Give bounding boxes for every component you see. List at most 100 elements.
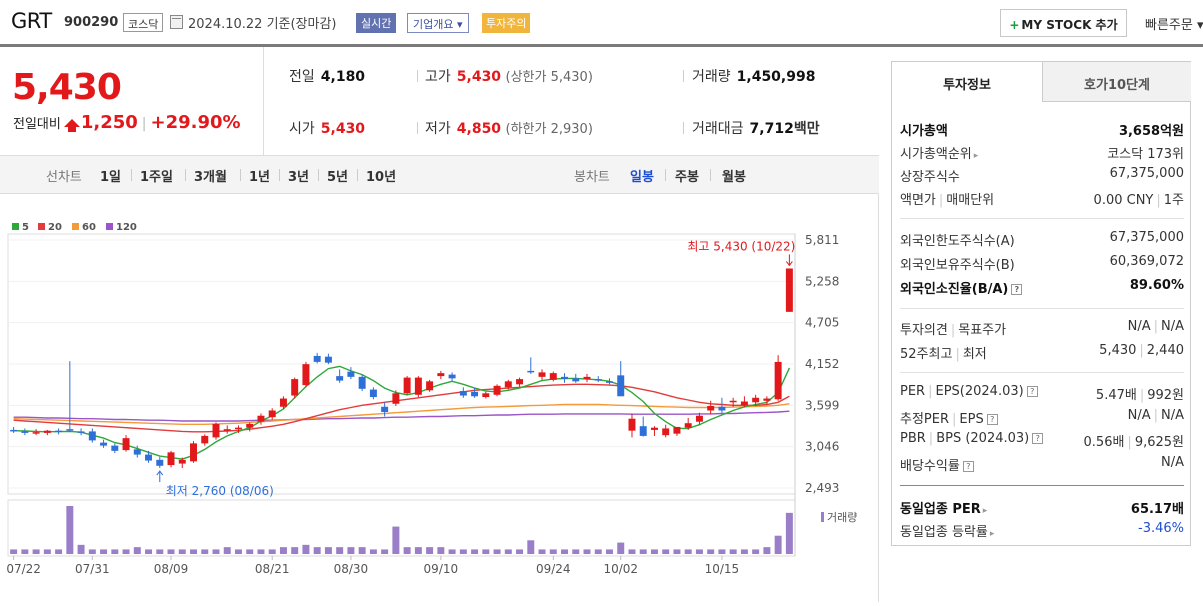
volume-bar xyxy=(21,549,29,554)
row-sector-per[interactable]: 동일업종 PER ▸ 65.17배 xyxy=(900,498,1184,520)
price-change-label: 전일대비 xyxy=(13,117,61,132)
listed-shares-label: 상장주식수 xyxy=(900,170,960,185)
tab-1week[interactable]: 1주일 xyxy=(140,170,173,185)
candle-body xyxy=(10,429,18,432)
help-icon[interactable]: ? xyxy=(986,414,998,425)
help-icon[interactable]: ? xyxy=(962,461,974,472)
volume-bar xyxy=(673,549,681,554)
tab-monthly-candle[interactable]: 월봉 xyxy=(722,170,746,185)
candle-body xyxy=(403,377,411,394)
volume-bar xyxy=(650,549,658,554)
candle-body xyxy=(527,370,535,373)
volume-bar xyxy=(583,549,591,554)
tab-1day[interactable]: 1일 xyxy=(100,170,122,185)
candle-body xyxy=(324,356,332,363)
row-market-cap-rank[interactable]: 시가총액순위 ▸ 코스닥 173위 xyxy=(900,143,1184,165)
volume-bar xyxy=(77,544,85,554)
volume-bar xyxy=(639,549,647,554)
header-divider xyxy=(0,44,1203,47)
volume-bar xyxy=(426,547,434,554)
tab-separator xyxy=(185,169,186,181)
row-sector-change[interactable]: 동일업종 등락률 ▸ -3.46% xyxy=(900,521,1184,543)
volume-bar xyxy=(606,549,613,554)
company-overview-button[interactable]: 기업개요 ▾ xyxy=(407,13,469,33)
candle-body xyxy=(246,423,254,428)
tab-orderbook-10[interactable]: 호가10단계 xyxy=(1042,62,1191,102)
help-icon[interactable]: ? xyxy=(1011,284,1023,295)
foreign-holding-label: 외국인보유주식수(B) xyxy=(900,258,1015,273)
moving-average-ma20 xyxy=(13,383,790,433)
volume-bar xyxy=(785,512,793,554)
volume-bar xyxy=(594,549,602,554)
x-tick-label: 10/15 xyxy=(705,562,740,576)
row-par-value: 액면가 | 매매단위 0.00 CNY | 1주 xyxy=(900,193,1184,208)
candle-body xyxy=(122,438,130,451)
target-price-value: N/A xyxy=(1161,319,1184,334)
par-value-label: 액면가 xyxy=(900,193,936,208)
row-foreign-holding: 외국인보유주식수(B) 60,369,072 xyxy=(900,254,1184,276)
tab-daily-candle[interactable]: 일봉 xyxy=(630,170,654,185)
tab-3year[interactable]: 3년 xyxy=(288,170,310,185)
candle-body xyxy=(55,430,63,433)
tab-separator xyxy=(279,169,280,181)
stat-prev-value: 4,180 xyxy=(320,69,366,85)
candle-body xyxy=(358,376,366,389)
candle-body xyxy=(111,445,119,451)
stat-high: 고가 5,430 (상한가 5,430) xyxy=(425,66,593,86)
tab-weekly-candle[interactable]: 주봉 xyxy=(675,170,699,185)
stat-amount-value: 7,712 xyxy=(749,121,794,137)
my-stock-add-button[interactable]: + MY STOCK 추가 xyxy=(1000,9,1127,37)
investment-warning-badge: 투자주의 xyxy=(482,13,531,33)
foreign-limit-value: 67,375,000 xyxy=(1109,230,1184,245)
calendar-icon xyxy=(170,15,183,29)
volume-bar xyxy=(66,506,74,554)
volume-bar xyxy=(471,549,479,554)
help-icon[interactable]: ? xyxy=(1026,386,1038,397)
chart-period-tabs: 선차트 1일 1주일 3개월 1년 3년 5년 10년 봉차트 일봉 주봉 월봉 xyxy=(0,155,879,194)
stat-amount-unit: 백만 xyxy=(793,121,820,137)
volume-bar xyxy=(313,547,321,554)
my-stock-label: MY STOCK 추가 xyxy=(1021,18,1118,32)
help-icon[interactable]: ? xyxy=(1032,433,1044,444)
sector-change-label: 동일업종 등락률 xyxy=(900,525,988,540)
tab-investment-info[interactable]: 투자정보 xyxy=(892,62,1042,102)
52week-high-label: 52주최고 xyxy=(900,347,953,362)
candle-body xyxy=(695,415,703,422)
volume-bar xyxy=(190,549,197,554)
pbr-label: PBR xyxy=(900,431,926,446)
legend-swatch-20 xyxy=(38,223,45,230)
row-52week: 52주최고 | 최저 5,430 | 2,440 xyxy=(900,343,1184,362)
52week-low-label: 최저 xyxy=(962,347,987,362)
volume-bar xyxy=(10,549,18,554)
candle-body xyxy=(43,430,51,433)
candle-body xyxy=(212,423,220,438)
volume-bar xyxy=(268,549,276,554)
volume-bar xyxy=(223,547,231,554)
moving-average-ma120 xyxy=(13,410,790,422)
volume-bar xyxy=(111,549,119,554)
row-opinion: 투자의견 | 목표주가 N/A | N/A xyxy=(900,319,1184,338)
tab-3month[interactable]: 3개월 xyxy=(194,170,227,185)
volume-bar xyxy=(145,549,153,554)
tab-1year[interactable]: 1년 xyxy=(249,170,271,185)
chevron-right-icon: ▸ xyxy=(982,506,988,516)
tab-10year[interactable]: 10년 xyxy=(366,170,397,185)
candle-body xyxy=(392,393,400,404)
row-per: PER | EPS(2024.03)? 5.47배 | 992원 xyxy=(900,384,1184,403)
sector-per-label: 동일업종 PER xyxy=(900,502,981,517)
chevron-right-icon: ▸ xyxy=(973,151,979,161)
quick-order-button[interactable]: 빠른주문 ▾ xyxy=(1145,18,1203,33)
price-change: 전일대비 1,250 | +29.90% xyxy=(13,112,241,133)
listed-shares-value: 67,375,000 xyxy=(1109,166,1184,181)
x-tick-label: 09/24 xyxy=(536,562,571,576)
tab-5year[interactable]: 5년 xyxy=(327,170,349,185)
opinion-value: N/A xyxy=(1127,319,1151,334)
candle-body xyxy=(336,376,344,381)
volume-bar xyxy=(167,549,175,554)
volume-bar xyxy=(482,549,490,554)
volume-bar xyxy=(493,549,501,554)
price-chart[interactable]: 5,811 5,258 4,705 4,152 3,599 3,046 2,493 5 20 60… xyxy=(0,194,879,602)
volume-bar xyxy=(549,549,557,554)
realtime-button[interactable]: 실시간 xyxy=(356,13,397,33)
candle-body xyxy=(662,428,670,436)
